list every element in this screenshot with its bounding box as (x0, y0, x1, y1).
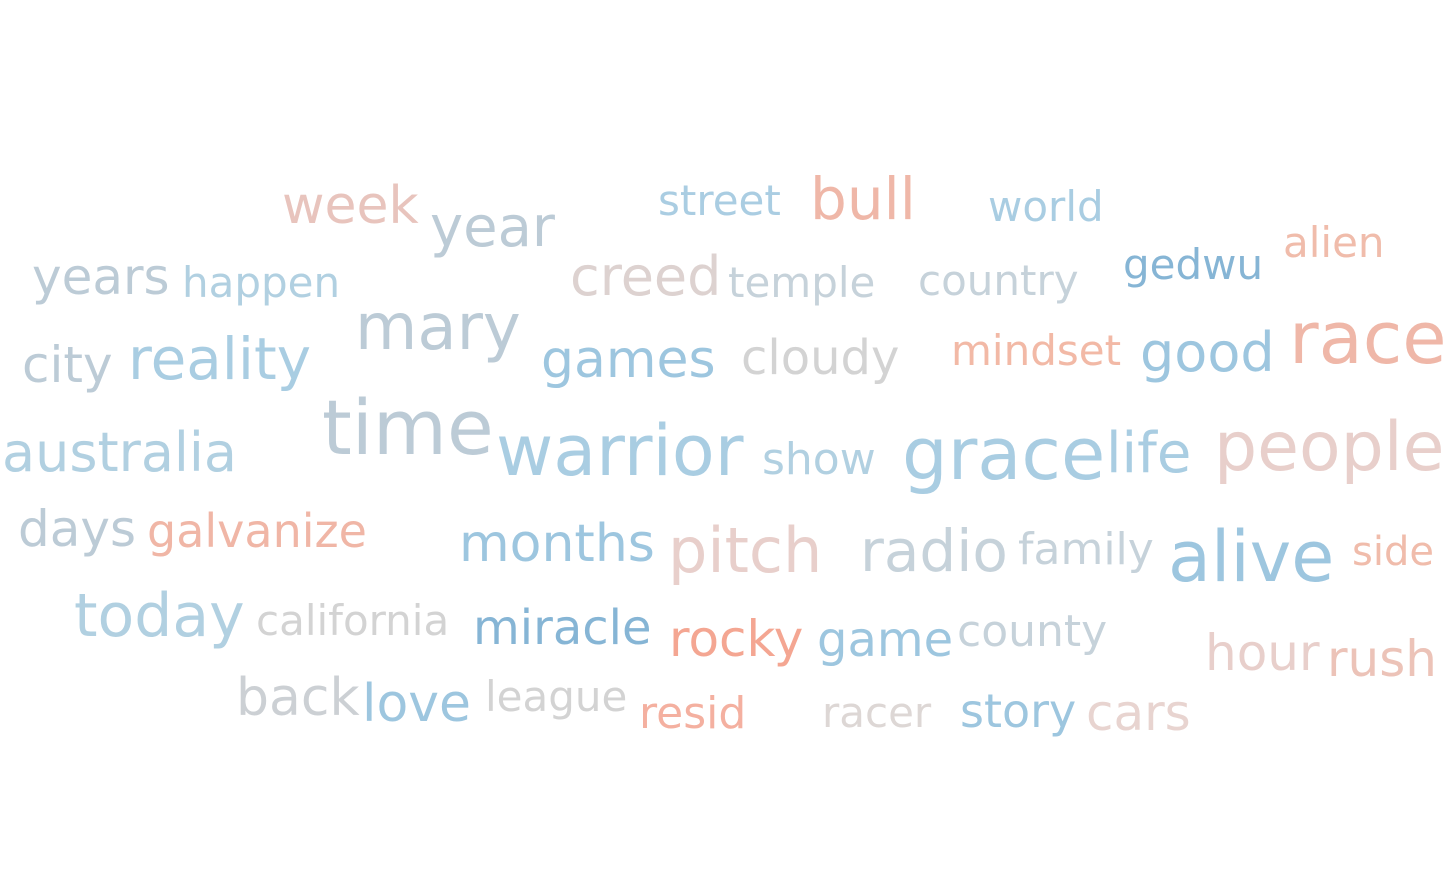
word-alive: alive (1168, 516, 1335, 598)
word-street: street (658, 176, 781, 225)
word-game: game (817, 612, 954, 668)
word-mary: mary (355, 291, 521, 365)
word-cloudy: cloudy (741, 330, 900, 386)
word-love: love (362, 674, 472, 734)
word-racer: racer (822, 688, 932, 737)
word-league: league (485, 672, 628, 721)
word-temple: temple (728, 258, 876, 307)
word-rush: rush (1327, 630, 1437, 688)
word-years: years (32, 248, 170, 306)
word-show: show (762, 434, 876, 485)
word-games: games (541, 330, 716, 390)
word-rocky: rocky (669, 610, 804, 668)
word-county: county (957, 606, 1108, 657)
word-creed: creed (570, 245, 722, 308)
word-pitch: pitch (668, 514, 823, 587)
word-days: days (18, 500, 137, 558)
word-world: world (988, 182, 1104, 231)
word-time: time (322, 383, 494, 472)
word-mindset: mindset (951, 326, 1122, 375)
word-resid: resid (639, 688, 747, 739)
word-cars: cars (1086, 684, 1191, 742)
word-back: back (236, 668, 360, 728)
word-people: people (1214, 408, 1445, 487)
word-city: city (22, 336, 113, 394)
word-california: california (256, 596, 450, 645)
word-good: good (1140, 321, 1275, 384)
word-side: side (1352, 529, 1434, 575)
word-happen: happen (182, 258, 341, 307)
word-miracle: miracle (473, 600, 652, 656)
word-months: months (459, 514, 655, 574)
word-radio: radio (860, 517, 1008, 585)
word-story: story (960, 684, 1077, 738)
word-year: year (430, 195, 555, 260)
word-week: week (282, 176, 419, 236)
word-alien: alien (1283, 218, 1385, 267)
word-country: country (918, 256, 1079, 305)
word-galvanize: galvanize (147, 504, 367, 558)
word-reality: reality (128, 325, 312, 393)
word-bull: bull (810, 165, 916, 233)
word-warrior: warrior (496, 410, 744, 492)
word-gedwu: gedwu (1123, 240, 1264, 289)
word-race: race (1289, 296, 1447, 380)
word-grace: grace (902, 412, 1106, 496)
word-australia: australia (2, 421, 238, 484)
word-hour: hour (1205, 624, 1320, 682)
word-family: family (1018, 524, 1154, 575)
word-today: today (74, 581, 245, 651)
word-life: life (1106, 421, 1192, 486)
